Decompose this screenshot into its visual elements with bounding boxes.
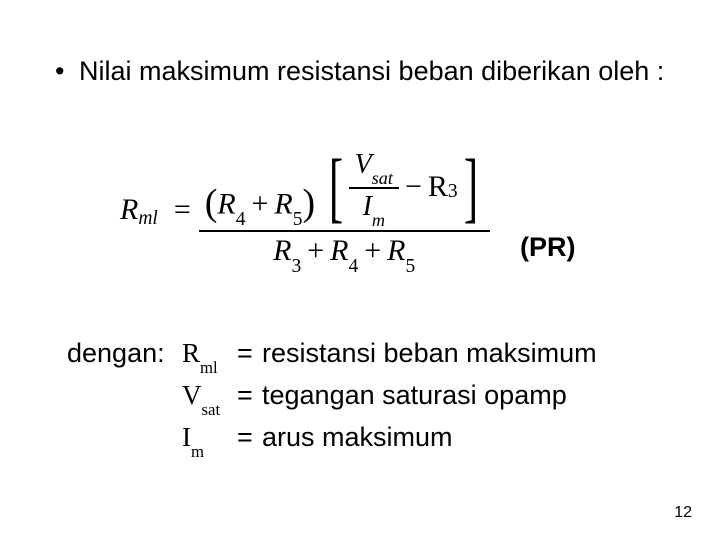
bracket-group: [ Vsat Im − R3 ] [323, 147, 484, 228]
den-plus2: + [364, 234, 381, 267]
defs-r1-sym: Rml [182, 335, 237, 375]
den-R5-sub: 5 [405, 256, 415, 277]
main-numerator: (R4+R5) [ Vsat Im − R3 ] [199, 145, 490, 230]
den-R5: R [387, 234, 405, 267]
bullet-paragraph: • Nilai maksimum resistansi beban diberi… [55, 55, 665, 89]
inner-den: Im [357, 189, 391, 229]
bullet-row: • Nilai maksimum resistansi beban diberi… [55, 55, 665, 89]
inner-fraction: Vsat Im [349, 147, 399, 228]
den-plus1: + [307, 234, 324, 267]
inner-I: I [363, 191, 372, 222]
page-number: 12 [674, 504, 692, 522]
defs-lead: dengan: [67, 335, 182, 371]
den-R3-sub: 3 [291, 256, 301, 277]
definitions-table: dengan: Rml = resistansi beban maksimum … [67, 335, 667, 459]
inner-V: V [355, 149, 372, 180]
lparen: ( [205, 182, 218, 224]
bullet-text: Nilai maksimum resistansi beban diberika… [79, 55, 665, 89]
formula-block: Rml = (R4+R5) [ Vsat Im − R3 [120, 145, 620, 295]
den-R3: R [273, 234, 291, 267]
main-denominator: R3+R4+R5 [267, 232, 421, 275]
inner-R3: R [428, 170, 448, 205]
defs-r3-main: I [182, 422, 191, 452]
defs-r2-sub: sat [202, 400, 221, 419]
num-R4-sub: 4 [236, 209, 246, 230]
defs-r3-val: arus maksimum [262, 419, 667, 455]
lhs-sub: ml [138, 208, 158, 230]
defs-r1-sub: ml [200, 358, 218, 377]
defs-r1-val: resistansi beban maksimum [262, 335, 667, 371]
bracket-left: [ [328, 156, 342, 218]
inner-num: Vsat [349, 147, 399, 187]
rparen: ) [302, 182, 315, 224]
den-R4-sub: 4 [348, 256, 358, 277]
defs-r2-eq: = [237, 377, 262, 413]
defs-r1-main: R [182, 338, 200, 368]
inner-R3-sub: 3 [448, 181, 458, 203]
defs-r3-sym: Im [182, 419, 237, 459]
defs-r1-eq: = [237, 335, 262, 371]
inner-V-sub: sat [372, 168, 393, 188]
equals-sign: = [174, 193, 191, 227]
num-R4: R [217, 187, 235, 220]
inner-I-sub: m [372, 210, 385, 230]
defs-r3-eq: = [237, 419, 262, 455]
definitions-block: dengan: Rml = resistansi beban maksimum … [67, 335, 667, 459]
defs-r2-main: V [182, 380, 202, 410]
bullet-marker: • [55, 55, 79, 89]
inner-minus: − [405, 170, 422, 205]
bracket-right: ] [464, 156, 478, 218]
num-plus: + [251, 187, 268, 220]
pr-label: (PR) [520, 232, 576, 263]
defs-r2-val: tegangan saturasi opamp [262, 377, 667, 413]
defs-r2-sym: Vsat [182, 377, 237, 417]
slide: • Nilai maksimum resistansi beban diberi… [0, 0, 720, 540]
main-fraction: (R4+R5) [ Vsat Im − R3 ] [199, 145, 490, 275]
num-R5: R [274, 187, 292, 220]
den-R4: R [330, 234, 348, 267]
defs-r3-sub: m [191, 442, 204, 461]
lhs-R: R [120, 193, 138, 227]
formula-lhs: Rml [120, 193, 158, 227]
